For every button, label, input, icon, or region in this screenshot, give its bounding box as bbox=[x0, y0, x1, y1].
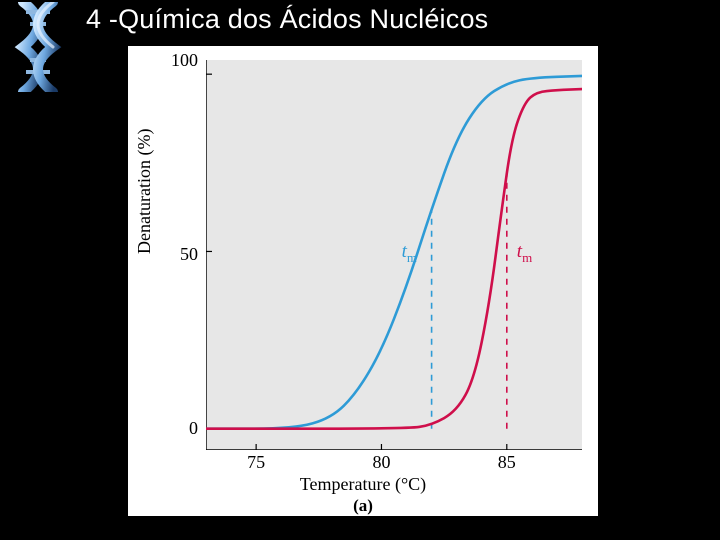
panel-label: (a) bbox=[128, 496, 598, 516]
slide: 4 -Química dos Ácidos Nucléicos 100 50 0… bbox=[0, 0, 720, 540]
chart-container: 100 50 0 Denaturation (%) Temperature (°… bbox=[128, 46, 598, 516]
tm-label-blue: tm bbox=[402, 241, 417, 266]
tm-label-red: tm bbox=[517, 241, 532, 266]
slide-title: 4 -Química dos Ácidos Nucléicos bbox=[86, 4, 488, 35]
x-axis-label: Temperature (°C) bbox=[128, 474, 598, 495]
ytick-0: 0 bbox=[148, 418, 198, 439]
ytick-100: 100 bbox=[148, 50, 198, 71]
x-tick-labels: 75 80 85 bbox=[206, 452, 582, 474]
xtick-85: 85 bbox=[498, 452, 516, 473]
xtick-75: 75 bbox=[247, 452, 265, 473]
y-axis-label: Denaturation (%) bbox=[134, 129, 155, 254]
xtick-80: 80 bbox=[372, 452, 390, 473]
ytick-50: 50 bbox=[148, 244, 198, 265]
dna-helix-icon bbox=[8, 2, 68, 92]
